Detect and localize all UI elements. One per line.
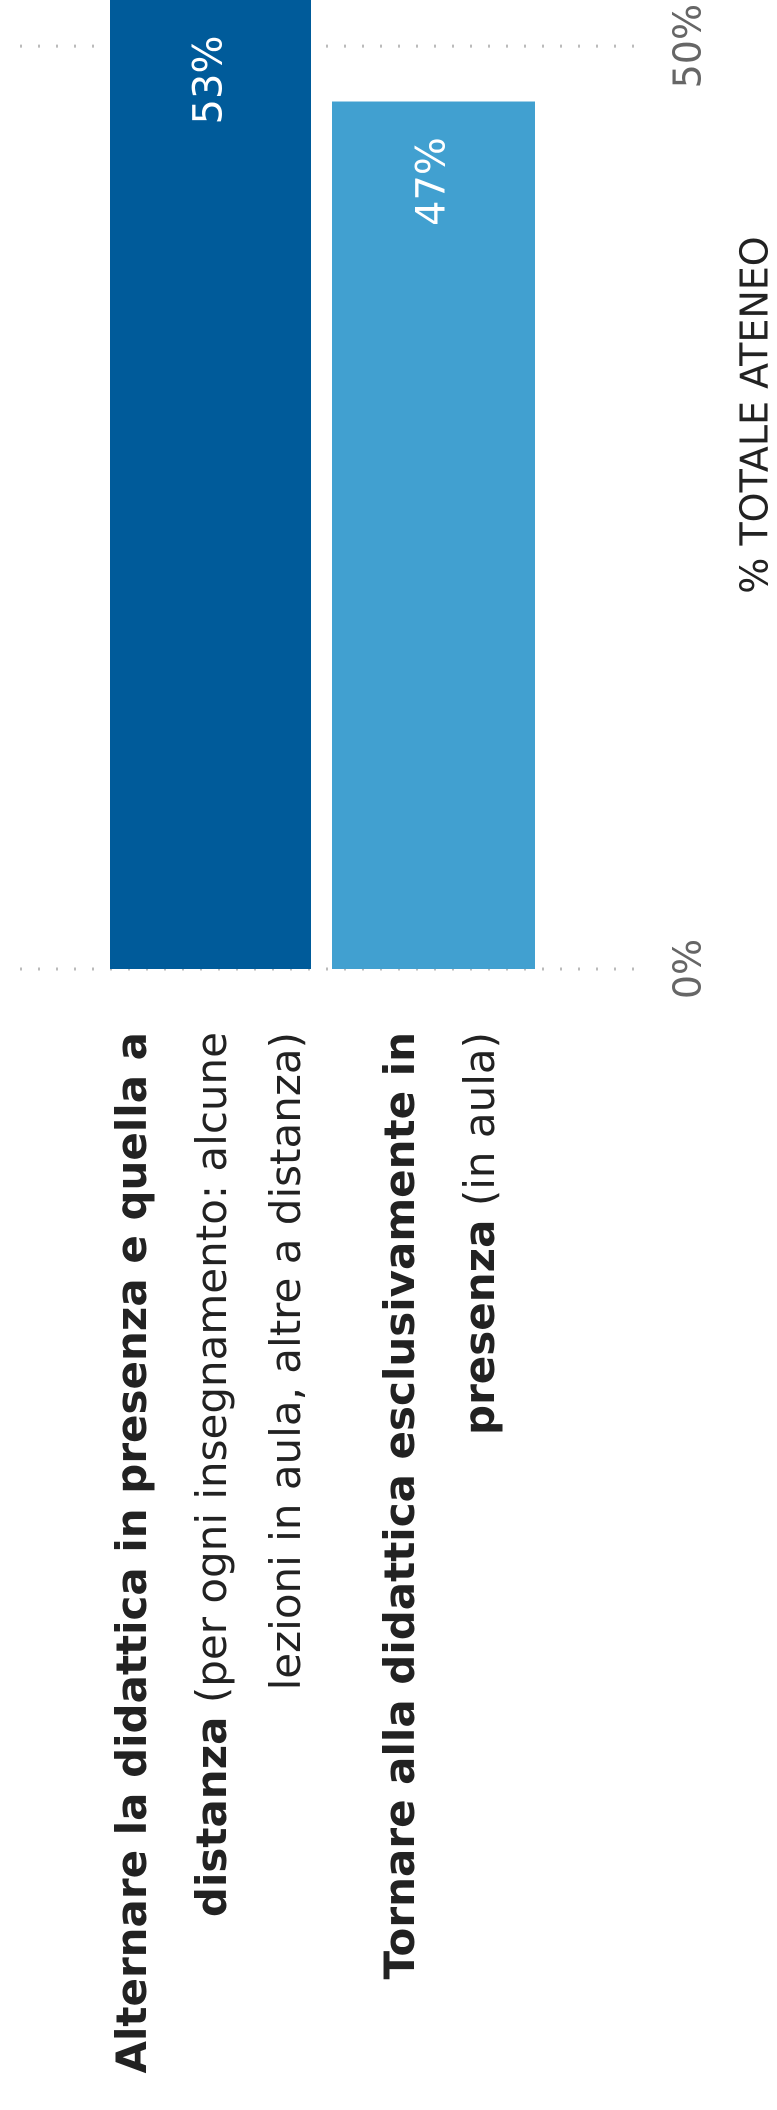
value-label: 53%: [186, 36, 232, 125]
category-label-part: lezioni in aula, altre a distanza): [261, 1032, 310, 1690]
category-label-part: Alternare la didattica in presenza e que…: [107, 1032, 156, 2074]
category-label: Tornare alla didattica esclusivamente in: [375, 1032, 424, 1980]
x-axis-title: % TOTALE ATENEO: [733, 236, 777, 593]
bar: [110, 0, 311, 969]
category-label: Alternare la didattica in presenza e que…: [107, 1032, 156, 2074]
category-label: presenza (in aula): [455, 1032, 504, 1435]
category-label-part: distanza: [187, 1717, 236, 1918]
x-tick-label: 0%: [666, 939, 710, 999]
bar: [332, 101, 535, 969]
category-label-part: Tornare alla didattica esclusivamente in: [375, 1032, 424, 1980]
category-label: lezioni in aula, altre a distanza): [261, 1032, 310, 1690]
x-tick-label: 50%: [666, 4, 710, 88]
category-label: distanza (per ogni insegnamento: alcune: [187, 1032, 236, 1917]
category-label-part: presenza: [455, 1220, 504, 1435]
category-label-part: (per ogni insegnamento: alcune: [187, 1032, 236, 1717]
value-label: 47%: [409, 137, 455, 226]
chart-body: % TOTALE ATENEO 0% 50% 53% Alternare la did…: [20, 0, 777, 2074]
category-label-part: (in aula): [455, 1032, 504, 1220]
